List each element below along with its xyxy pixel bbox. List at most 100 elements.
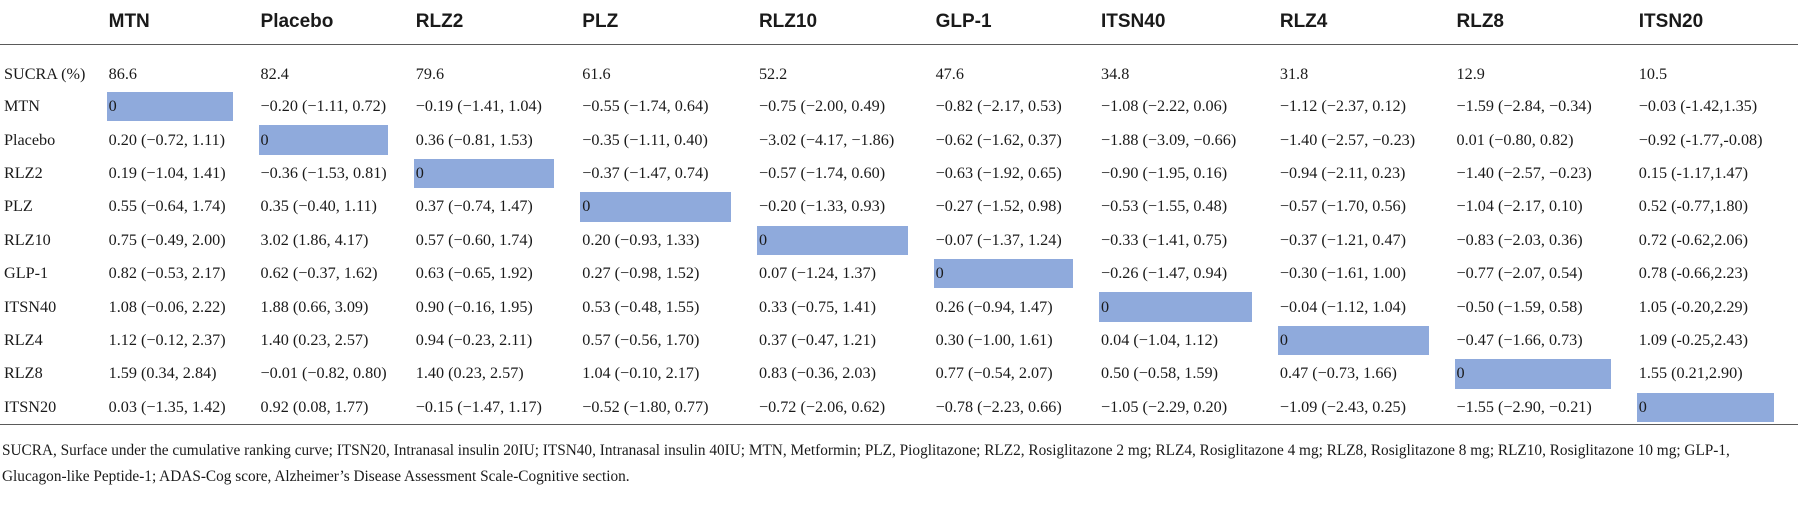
table-cell: 0.01 (−0.80, 0.82) bbox=[1456, 130, 1574, 149]
table-cell: 0.33 (−0.75, 1.41) bbox=[758, 297, 876, 316]
table-cell: 0.15 (-1.17,1.47) bbox=[1638, 163, 1749, 182]
sucra-value: 79.6 bbox=[415, 64, 445, 83]
column-header: RLZ10 bbox=[758, 11, 818, 32]
column-header: ITSN40 bbox=[1100, 11, 1166, 32]
table-cell: 0.27 (−0.98, 1.52) bbox=[582, 264, 700, 283]
table-cell: 0.52 (-0.77,1.80) bbox=[1638, 197, 1749, 216]
column-header: RLZ4 bbox=[1279, 11, 1328, 32]
table-cell: −0.63 (−1.92, 0.65) bbox=[935, 163, 1062, 182]
table-cell: 1.05 (-0.20,2.29) bbox=[1638, 297, 1749, 316]
table-cell: −0.33 (−1.41, 0.75) bbox=[1100, 230, 1228, 249]
sucra-value: 31.8 bbox=[1279, 64, 1309, 83]
diagonal-value: 0 bbox=[1098, 292, 1252, 322]
table-cell: −0.27 (−1.52, 0.98) bbox=[935, 197, 1062, 216]
table-cell: −0.57 (−1.74, 0.60) bbox=[758, 163, 886, 182]
table-cell: 1.08 (−0.06, 2.22) bbox=[108, 297, 226, 316]
diagonal-value: 0 bbox=[106, 92, 233, 122]
table-cell: 0.37 (−0.47, 1.21) bbox=[758, 330, 876, 349]
table-cell: 0.75 (−0.49, 2.00) bbox=[108, 230, 226, 249]
table-cell: 0.90 (−0.16, 1.95) bbox=[415, 297, 533, 316]
table-cell: −0.94 (−2.11, 0.23) bbox=[1279, 163, 1406, 182]
table-cell: −0.35 (−1.11, 0.40) bbox=[582, 130, 708, 149]
table-cell: −0.03 (-1.42,1.35) bbox=[1638, 97, 1758, 116]
table-row: ITSN40 1.08 (−0.06, 2.22) 1.88 (0.66, 3.09… bbox=[0, 290, 1798, 323]
table-row: RLZ8 1.59 (0.34, 2.84) −0.01 (−0.82, 0.80)… bbox=[0, 357, 1798, 390]
table-cell: −0.20 (−1.11, 0.72) bbox=[260, 97, 387, 116]
table-cell: −0.78 (−2.23, 0.66) bbox=[931, 390, 1097, 425]
table-cell: −3.02 (−4.17, −1.86) bbox=[758, 130, 895, 149]
table-cell: −0.07 (−1.37, 1.24) bbox=[935, 230, 1062, 249]
diagonal-value: 0 bbox=[413, 158, 555, 189]
table-cell: −0.26 (−1.47, 0.94) bbox=[1100, 264, 1228, 283]
row-label: Placebo bbox=[4, 130, 56, 149]
table-cell: −0.72 (−2.06, 0.62) bbox=[754, 390, 932, 425]
table-cell: 1.40 (0.23, 2.57) bbox=[260, 330, 369, 349]
table-cell: 0.30 (−1.00, 1.61) bbox=[935, 330, 1053, 349]
header-row: MTN Placebo RLZ2 PLZ RLZ10 GLP-1 ITSN40 … bbox=[0, 0, 1798, 45]
table-cell: −0.75 (−2.00, 0.49) bbox=[758, 97, 886, 116]
diagonal-cell: 0 bbox=[1453, 357, 1635, 390]
table-cell: 3.02 (1.86, 4.17) bbox=[260, 230, 369, 249]
row-label: ITSN20 bbox=[0, 390, 105, 425]
table-cell: 0.92 (0.08, 1.77) bbox=[256, 390, 412, 425]
row-label: RLZ4 bbox=[4, 330, 43, 349]
diagonal-cell: 0 bbox=[257, 123, 412, 156]
column-header: ITSN20 bbox=[1638, 11, 1704, 32]
table-cell: 0.20 (−0.72, 1.11) bbox=[108, 130, 226, 149]
table-cell: 0.55 (−0.64, 1.74) bbox=[108, 197, 226, 216]
diagonal-cell: 0 bbox=[1634, 390, 1798, 425]
table-cell: 1.55 (0.21,2.90) bbox=[1638, 364, 1743, 383]
table-cell: −0.52 (−1.80, 0.77) bbox=[578, 390, 755, 425]
table-cell: −0.20 (−1.33, 0.93) bbox=[758, 197, 886, 216]
table-cell: 0.19 (−1.04, 1.41) bbox=[108, 163, 226, 182]
table-cell: −0.62 (−1.62, 0.37) bbox=[935, 130, 1062, 149]
row-label: GLP-1 bbox=[4, 264, 49, 283]
sucra-label: SUCRA (%) bbox=[4, 64, 86, 83]
table-cell: 0.78 (-0.66,2.23) bbox=[1638, 264, 1749, 283]
table-cell: −1.88 (−3.09, −0.66) bbox=[1100, 130, 1237, 149]
diagonal-value: 0 bbox=[756, 225, 908, 255]
table-cell: −0.37 (−1.47, 0.74) bbox=[582, 163, 709, 182]
table-cell: −0.01 (−0.82, 0.80) bbox=[260, 364, 387, 383]
table-cell: 0.53 (−0.48, 1.55) bbox=[582, 297, 700, 316]
sucra-value: 61.6 bbox=[582, 64, 611, 83]
table-row: PLZ 0.55 (−0.64, 1.74) 0.35 (−0.40, 1.11) 0… bbox=[0, 190, 1798, 223]
sucra-value: 12.9 bbox=[1456, 64, 1485, 83]
diagonal-value: 0 bbox=[1277, 325, 1429, 356]
table-cell: 1.09 (-0.25,2.43) bbox=[1638, 330, 1749, 349]
table-cell: 1.04 (−0.10, 2.17) bbox=[582, 364, 700, 383]
table-row: RLZ4 1.12 (−0.12, 2.37) 1.40 (0.23, 2.57) 0… bbox=[0, 324, 1798, 357]
table-cell: 0.20 (−0.93, 1.33) bbox=[582, 230, 700, 249]
table-cell: −0.47 (−1.66, 0.73) bbox=[1456, 330, 1583, 349]
table-cell: −1.59 (−2.84, −0.34) bbox=[1456, 97, 1592, 116]
table-cell: 0.83 (−0.36, 2.03) bbox=[758, 364, 876, 383]
table-cell: 0.50 (−0.58, 1.59) bbox=[1100, 364, 1219, 383]
table-cell: −1.55 (−2.90, −0.21) bbox=[1452, 390, 1635, 425]
table-row: RLZ2 0.19 (−1.04, 1.41) −0.36 (−1.53, 0.81… bbox=[0, 157, 1798, 190]
diagonal-value: 0 bbox=[580, 192, 731, 222]
table-cell: 1.88 (0.66, 3.09) bbox=[260, 297, 369, 316]
diagonal-value: 0 bbox=[933, 258, 1073, 289]
table-row: RLZ10 0.75 (−0.49, 2.00) 3.02 (1.86, 4.17)… bbox=[0, 224, 1798, 257]
diagonal-cell: 0 bbox=[1097, 290, 1276, 323]
table-cell: 1.59 (0.34, 2.84) bbox=[108, 364, 217, 383]
table-cell: 0.82 (−0.53, 2.17) bbox=[108, 264, 226, 283]
sucra-value: 52.2 bbox=[758, 64, 788, 83]
sucra-value: 34.8 bbox=[1100, 64, 1130, 83]
diagonal-cell: 0 bbox=[932, 257, 1097, 290]
row-label: MTN bbox=[4, 97, 40, 116]
row-label: PLZ bbox=[4, 197, 33, 216]
table-cell: 0.04 (−1.04, 1.12) bbox=[1100, 330, 1219, 349]
diagonal-cell: 0 bbox=[578, 190, 755, 223]
table-row: GLP-1 0.82 (−0.53, 2.17) 0.62 (−0.37, 1.62… bbox=[0, 257, 1798, 290]
table-cell: −0.90 (−1.95, 0.16) bbox=[1100, 163, 1228, 182]
column-header: RLZ8 bbox=[1456, 11, 1505, 32]
table-footnote: SUCRA, Surface under the cumulative rank… bbox=[2, 442, 1730, 485]
table-row: ITSN20 0.03 (−1.35, 1.42) 0.92 (0.08, 1.77… bbox=[0, 390, 1798, 425]
table-cell: −0.57 (−1.70, 0.56) bbox=[1279, 197, 1407, 216]
table-cell: −1.12 (−2.37, 0.12) bbox=[1279, 97, 1407, 116]
table-cell: 0.94 (−0.23, 2.11) bbox=[415, 330, 533, 349]
row-label: RLZ10 bbox=[4, 230, 51, 249]
column-header: GLP-1 bbox=[935, 11, 992, 32]
row-label: RLZ2 bbox=[4, 163, 43, 182]
